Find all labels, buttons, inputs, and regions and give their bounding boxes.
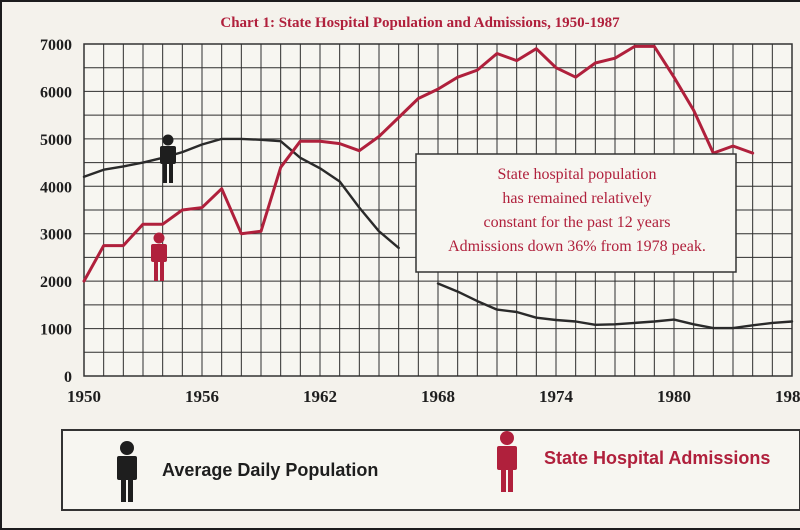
- y-tick-label: 7000: [40, 37, 72, 54]
- y-tick-label: 2000: [40, 274, 72, 291]
- y-tick-label: 0: [64, 369, 72, 386]
- annotation-line: constant for the past 12 years: [483, 214, 670, 231]
- y-tick-label: 6000: [40, 84, 72, 101]
- y-tick-label: 3000: [40, 227, 72, 244]
- x-tick-label: 1974: [539, 387, 574, 406]
- annotation-line: has remained relatively: [502, 190, 651, 207]
- annotation-line: Admissions down 36% from 1978 peak.: [448, 238, 706, 255]
- person-icon: [160, 134, 176, 183]
- annotation-box: State hospital population has remained r…: [415, 153, 737, 273]
- series-lines: [82, 44, 794, 330]
- series-line-population: [82, 137, 400, 250]
- x-tick-label: 1986: [775, 387, 800, 406]
- x-tick-label: 1956: [185, 387, 219, 406]
- annotation-line: State hospital population: [497, 166, 656, 183]
- x-tick-label: 1962: [303, 387, 337, 406]
- y-tick-label: 4000: [40, 179, 72, 196]
- y-axis-ticks: 0 1000 2000 3000 4000 5000 6000 7000: [40, 37, 72, 386]
- x-tick-label: 1980: [657, 387, 691, 406]
- x-tick-label: 1968: [421, 387, 455, 406]
- x-tick-label: 1950: [67, 387, 101, 406]
- chart-title: Chart 1: State Hospital Population and A…: [220, 15, 620, 31]
- legend: Average Daily Population State Hospital …: [61, 429, 800, 511]
- person-icon: [497, 431, 517, 492]
- series-line-admissions: [82, 44, 755, 283]
- y-tick-label: 1000: [40, 322, 72, 339]
- y-tick-label: 5000: [40, 132, 72, 149]
- legend-label-admissions: State Hospital Admissions: [544, 448, 770, 468]
- person-icon: [117, 441, 137, 502]
- legend-label-population: Average Daily Population: [162, 460, 378, 480]
- x-axis-ticks: 1950 1956 1962 1968 1974 1980 1986: [67, 387, 800, 406]
- person-icon: [151, 232, 167, 281]
- series-line-population: [436, 282, 794, 330]
